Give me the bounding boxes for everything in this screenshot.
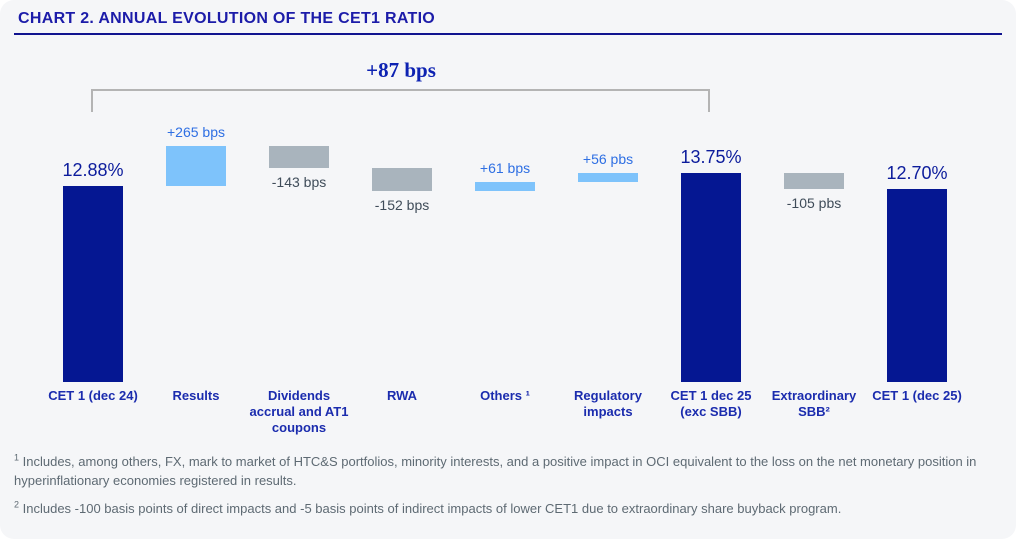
footnotes: 1 Includes, among others, FX, mark to ma… [14,452,989,527]
bar-value-label: 13.75% [680,147,742,167]
footnote-1-marker: 1 [14,452,20,463]
waterfall-bar-total [63,186,123,382]
total-change-label: +87 bps [366,58,436,82]
waterfall-bar-total [887,189,947,382]
category-label: CET 1 dec 25 (exc SBB) [670,388,752,419]
category-label: CET 1 (dec 24) [48,388,138,403]
bar-value-label: -143 bps [271,174,327,190]
category-label: Others ¹ [480,388,530,403]
footnote-2: 2 Includes -100 basis points of direct i… [14,499,989,518]
bar-value-label: +61 bps [479,160,531,176]
footnote-2-text: Includes -100 basis points of direct imp… [19,501,842,516]
category-label: CET 1 (dec 25) [872,388,962,403]
waterfall-bar-decrease [784,173,844,189]
category-label: Dividends accrual and AT1 coupons [249,388,349,435]
bar-value-label: +56 pbs [582,151,634,167]
title-block: CHART 2. ANNUAL EVOLUTION OF THE CET1 RA… [14,0,1002,35]
bar-value-label: +265 bps [167,124,225,140]
category-label: Extraordinary SBB² [771,388,857,419]
chart-title: CHART 2. ANNUAL EVOLUTION OF THE CET1 RA… [18,10,436,27]
total-change-bracket [91,89,710,112]
waterfall-bar-decrease [269,146,329,168]
bar-value-label: -152 bps [374,197,430,213]
bar-value-label: 12.88% [62,160,124,180]
category-label: Regulatory impacts [574,388,642,419]
footnote-1: 1 Includes, among others, FX, mark to ma… [14,452,989,490]
footnote-2-marker: 2 [14,499,20,510]
bar-value-label: 12.70% [886,163,948,183]
category-label: Results [172,388,220,403]
waterfall-bar-total [681,173,741,382]
category-label: RWA [386,388,418,403]
waterfall-bar-decrease [372,168,432,191]
footnote-1-text: Includes, among others, FX, mark to mark… [14,454,977,488]
waterfall-bar-increase [166,146,226,186]
bar-value-label: -105 pbs [786,195,842,211]
waterfall-bar-increase [578,173,638,182]
waterfall-bar-increase [475,182,535,191]
